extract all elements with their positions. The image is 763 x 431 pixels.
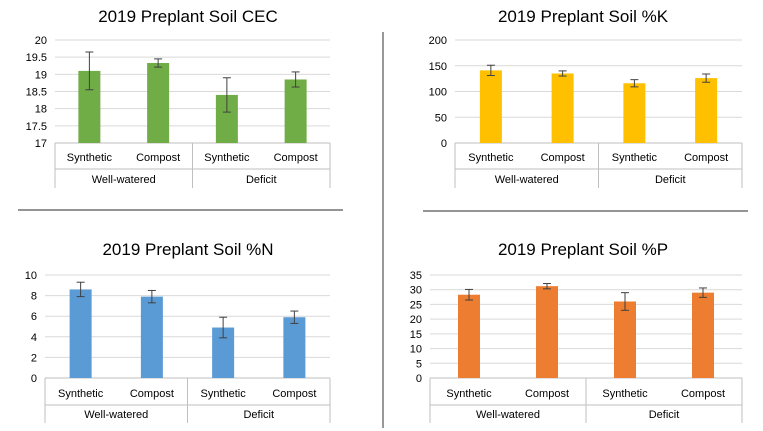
y-tick-label: 8	[31, 291, 37, 303]
chart-4: 2019 Preplant Soil %P 0 5 10 15 20 25 30 35 Synth…	[410, 240, 743, 423]
bar	[479, 70, 502, 143]
category-label: Compost	[681, 388, 725, 400]
category-label: Synthetic	[67, 152, 113, 164]
y-tick-label: 17.5	[26, 121, 47, 133]
y-tick-label: 100	[429, 87, 447, 99]
group-label: Well-watered	[476, 409, 540, 421]
chart-title: 2019 Preplant Soil CEC	[98, 7, 278, 26]
bar	[692, 292, 714, 378]
group-label: Deficit	[243, 409, 274, 421]
y-tick-label: 20	[35, 35, 47, 47]
bar	[78, 70, 101, 143]
group-label: Deficit	[649, 409, 680, 421]
category-label: Synthetic	[58, 388, 104, 400]
chart-3: 2019 Preplant Soil %N 0 2 4 6 8 10 Synthetic Com…	[25, 240, 331, 423]
group-label: Deficit	[655, 174, 686, 186]
category-label: Synthetic	[468, 152, 514, 164]
category-label: Synthetic	[204, 152, 250, 164]
y-tick-label: 4	[31, 332, 37, 344]
category-label: Synthetic	[602, 388, 648, 400]
y-tick-label: 30	[410, 285, 422, 297]
y-tick-label: 20	[410, 314, 422, 326]
chart-title: 2019 Preplant Soil %P	[498, 240, 668, 259]
y-tick-label: 15	[410, 329, 422, 341]
bar	[69, 289, 92, 378]
y-tick-label: 50	[435, 112, 447, 124]
y-tick-label: 35	[410, 270, 422, 282]
category-label: Synthetic	[201, 388, 247, 400]
category-label: Compost	[525, 388, 569, 400]
y-tick-label: 200	[429, 35, 447, 47]
bar	[212, 327, 235, 378]
bar	[215, 94, 238, 143]
y-tick-label: 150	[429, 61, 447, 73]
y-tick-label: 19	[35, 69, 47, 81]
y-tick-label: 0	[416, 373, 422, 385]
category-label: Compost	[684, 152, 728, 164]
chart-title: 2019 Preplant Soil %N	[102, 240, 273, 259]
y-tick-label: 6	[31, 311, 37, 323]
bar	[623, 83, 646, 143]
chart-title: 2019 Preplant Soil %K	[498, 7, 669, 26]
bar	[695, 78, 718, 143]
group-label: Well-watered	[84, 409, 148, 421]
y-tick-label: 2	[31, 352, 37, 364]
bar	[614, 301, 636, 378]
y-tick-label: 10	[25, 270, 37, 282]
chart-1: 2019 Preplant Soil CEC 17 17.5 18 18.5 19 19.5…	[26, 7, 331, 188]
chart-2: 2019 Preplant Soil %K 0 50 100 150 200 Synthet…	[429, 7, 743, 188]
category-label: Compost	[274, 152, 318, 164]
y-tick-label: 0	[31, 373, 37, 385]
bar	[536, 286, 558, 378]
bar	[147, 63, 170, 143]
y-tick-label: 17	[35, 138, 47, 150]
bar	[458, 294, 480, 378]
category-label: Compost	[272, 388, 316, 400]
group-label: Deficit	[246, 174, 277, 186]
category-label: Compost	[541, 152, 585, 164]
y-tick-label: 5	[416, 358, 422, 370]
y-tick-label: 19.5	[26, 52, 47, 64]
y-tick-label: 10	[410, 344, 422, 356]
category-label: Synthetic	[446, 388, 492, 400]
y-tick-label: 18.5	[26, 87, 47, 99]
y-tick-label: 0	[441, 138, 447, 150]
category-label: Synthetic	[612, 152, 658, 164]
category-label: Compost	[136, 152, 180, 164]
category-label: Compost	[130, 388, 174, 400]
group-label: Well-watered	[92, 174, 156, 186]
y-tick-label: 25	[410, 299, 422, 311]
bar	[140, 296, 163, 378]
y-tick-label: 18	[35, 104, 47, 116]
bar	[283, 317, 306, 378]
bar	[551, 73, 574, 143]
bar	[284, 79, 307, 143]
group-label: Well-watered	[495, 174, 559, 186]
